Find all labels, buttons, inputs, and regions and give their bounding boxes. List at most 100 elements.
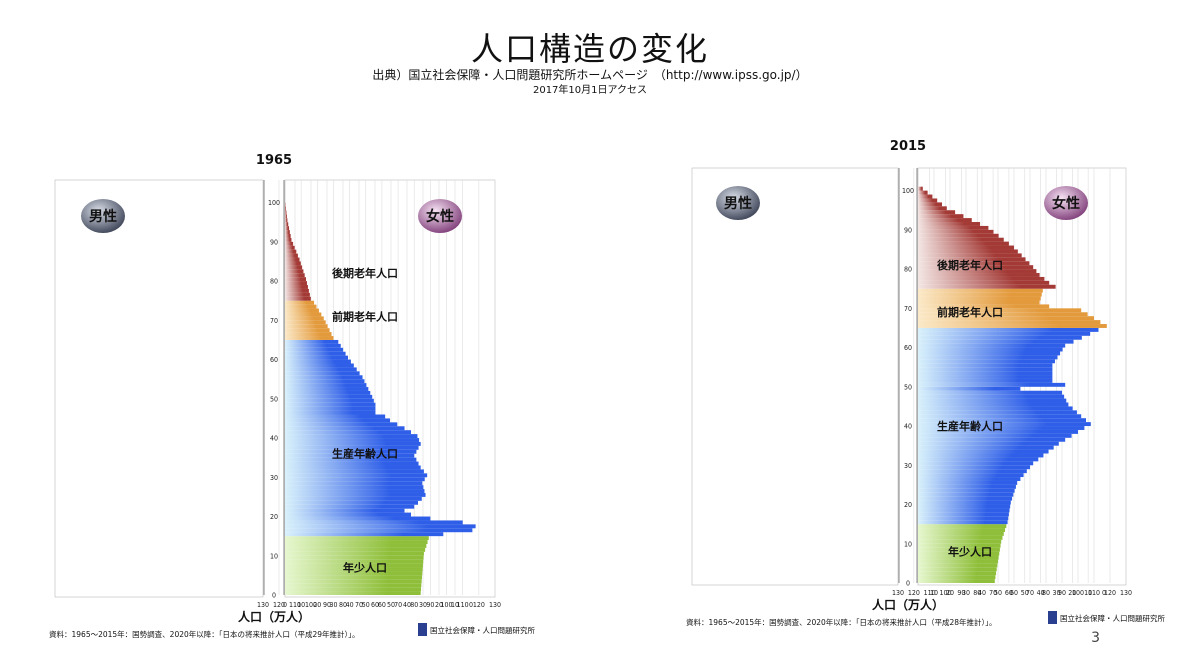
- source-citation: 出典）国立社会保障・人口問題研究所ホームページ （http://www.ipss…: [372, 68, 808, 82]
- age-tick-label: 60: [904, 344, 912, 352]
- female-bar: [285, 418, 390, 423]
- age-tick-label: 100: [268, 199, 280, 207]
- female-bar: [285, 398, 374, 403]
- female-bar: [285, 277, 306, 282]
- female-bar: [918, 402, 1069, 407]
- female-bar: [918, 484, 1016, 489]
- female-bar: [285, 332, 332, 337]
- female-bar: [285, 336, 334, 340]
- female-bar: [918, 371, 1053, 376]
- female-bar: [918, 449, 1049, 454]
- female-bar: [285, 567, 423, 572]
- female-bar: [918, 190, 928, 195]
- x-tick-label-right: 130: [489, 601, 501, 609]
- female-bar: [285, 555, 424, 560]
- female-bar: [918, 571, 997, 576]
- female-bar: [918, 237, 1004, 242]
- female-bar: [918, 214, 964, 219]
- female-bar: [285, 210, 287, 215]
- female-bar: [285, 218, 288, 223]
- x-tick-label-right: 100: [441, 601, 453, 609]
- female-bar: [285, 214, 287, 219]
- female-bar: [285, 230, 290, 235]
- female-bar: [918, 347, 1063, 352]
- female-bar: [918, 398, 1067, 403]
- female-bar: [918, 457, 1039, 462]
- female-bar: [285, 351, 346, 356]
- x-tick-label-right: 70: [1026, 589, 1034, 597]
- female-bar: [918, 288, 1043, 293]
- female-bar: [918, 218, 972, 223]
- female-bar: [918, 351, 1061, 356]
- female-bar: [285, 469, 424, 474]
- x-tick-label-left: 80: [973, 589, 981, 597]
- female-bar: [918, 308, 1082, 313]
- female-bar: [918, 233, 999, 238]
- female-bar: [918, 186, 923, 191]
- female-bar: [918, 249, 1018, 254]
- age-tick-label: 40: [270, 435, 278, 443]
- female-bar: [285, 265, 303, 270]
- female-bar: [285, 430, 411, 435]
- female-bar: [918, 429, 1078, 434]
- x-tick-label-left: 120: [273, 601, 285, 609]
- male-label: 男性: [724, 195, 752, 212]
- x-tick-label-right: 10: [297, 601, 305, 609]
- female-bar: [285, 367, 357, 372]
- female-bar: [918, 406, 1073, 411]
- group-label-early-elderly: 前期老年人口: [937, 305, 1003, 319]
- x-tick-label-right: 120: [473, 601, 485, 609]
- female-bar: [285, 547, 426, 552]
- x-tick-label-left: 50: [387, 601, 395, 609]
- female-bar: [918, 225, 989, 230]
- x-tick-label-right: 0: [283, 601, 287, 609]
- x-tick-label-right: 80: [1042, 589, 1050, 597]
- x-tick-label-left: 70: [989, 589, 997, 597]
- logo-mark: [418, 623, 427, 636]
- female-bar: [918, 265, 1034, 270]
- x-tick-label-right: 10: [930, 589, 938, 597]
- x-tick-label-right: 90: [426, 601, 434, 609]
- female-bar: [285, 559, 424, 564]
- age-tick-label: 70: [904, 305, 912, 313]
- female-bar: [918, 382, 1066, 387]
- female-bar: [285, 288, 309, 293]
- female-bar: [918, 555, 999, 560]
- x-tick-label-left: 60: [1005, 589, 1013, 597]
- female-bar: [918, 496, 1013, 501]
- age-tick-label: 10: [904, 540, 912, 548]
- age-tick-label: 30: [270, 474, 278, 482]
- female-bar: [918, 394, 1065, 399]
- female-bar: [285, 206, 286, 211]
- female-bar: [918, 202, 942, 207]
- female-bar: [285, 434, 418, 439]
- x-tick-label-right: 80: [410, 601, 418, 609]
- x-tick-label-right: 20: [946, 589, 954, 597]
- age-tick-label: 30: [904, 462, 912, 470]
- female-bar: [918, 327, 1099, 332]
- female-bar: [285, 281, 307, 286]
- left-plot-frame: [691, 167, 899, 586]
- female-bar: [285, 402, 376, 407]
- female-bar: [918, 539, 1002, 544]
- female-bar: [918, 296, 1041, 301]
- female-bar: [918, 567, 997, 572]
- female-bar: [285, 339, 339, 344]
- female-bar: [918, 543, 1001, 548]
- age-tick-label: 0: [272, 592, 276, 600]
- female-bar: [285, 355, 348, 360]
- x-tick-label-right: 20: [313, 601, 321, 609]
- male-label: 男性: [89, 208, 117, 225]
- female-bar: [918, 461, 1034, 466]
- female-bar: [285, 449, 417, 454]
- female-label: 女性: [1052, 195, 1080, 212]
- logo-mark: [1048, 611, 1057, 624]
- female-bar: [285, 394, 373, 399]
- chart-title: 2015: [890, 139, 926, 154]
- female-bar: [285, 300, 315, 305]
- x-tick-label-left: 0: [469, 601, 473, 609]
- female-bar: [918, 433, 1072, 438]
- female-bar: [918, 320, 1101, 325]
- female-bar: [285, 512, 411, 517]
- female-bar: [285, 269, 304, 274]
